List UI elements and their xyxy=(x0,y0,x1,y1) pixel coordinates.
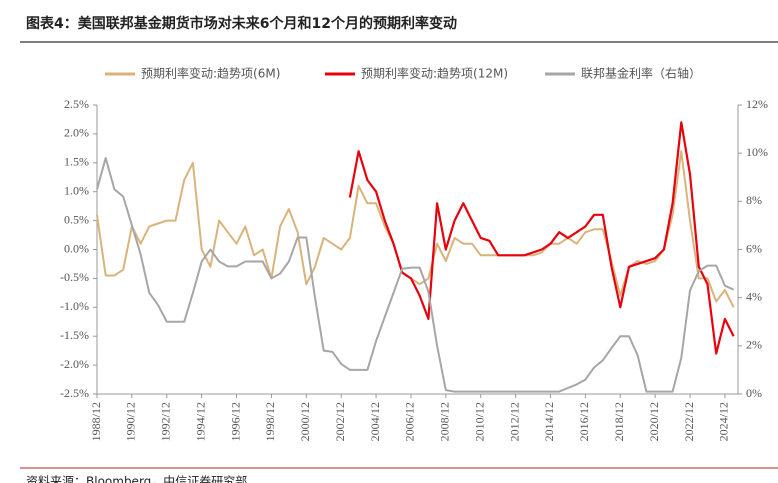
y2-tick-label: 8% xyxy=(746,193,762,207)
series-line xyxy=(348,121,735,355)
series-line xyxy=(96,157,735,393)
x-tick-label: 1998/12 xyxy=(263,402,277,441)
y-tick-label: -2.0% xyxy=(60,357,89,371)
x-tick-label: 2006/12 xyxy=(403,402,417,441)
chart-title: 图表4：美国联邦基金期货市场对未来6个月和12个月的预期利率变动 xyxy=(26,15,457,32)
y2-tick-label: 6% xyxy=(746,241,762,255)
x-tick-label: 2018/12 xyxy=(612,402,626,441)
y-tick-label: 1.5% xyxy=(64,155,89,169)
x-tick-label: 2014/12 xyxy=(542,402,556,441)
x-tick-label: 2004/12 xyxy=(368,402,382,441)
x-tick-label: 2000/12 xyxy=(298,402,312,441)
x-tick-label: 1988/12 xyxy=(89,402,103,441)
y-tick-label: 1.0% xyxy=(64,183,89,197)
y2-tick-label: 4% xyxy=(746,289,762,303)
x-tick-label: 2010/12 xyxy=(472,402,486,441)
x-tick-label: 2020/12 xyxy=(647,402,661,441)
x-tick-label: 1992/12 xyxy=(159,402,173,441)
x-tick-label: 2012/12 xyxy=(507,402,521,441)
x-tick-label: 2022/12 xyxy=(682,402,696,441)
y-tick-label: -1.5% xyxy=(60,328,89,342)
y-tick-label: -1.0% xyxy=(60,299,89,313)
y2-tick-label: 0% xyxy=(746,386,762,400)
y-tick-label: 0.0% xyxy=(64,241,89,255)
x-tick-label: 2002/12 xyxy=(333,402,347,441)
x-tick-label: 1990/12 xyxy=(124,402,138,441)
x-tick-label: 2024/12 xyxy=(717,402,731,441)
y-tick-label: -2.5% xyxy=(60,386,89,400)
x-tick-label: 2008/12 xyxy=(438,402,452,441)
y2-tick-label: 12% xyxy=(746,97,768,111)
x-tick-label: 1996/12 xyxy=(228,402,242,441)
y2-tick-label: 10% xyxy=(746,145,768,159)
y-tick-label: 2.5% xyxy=(64,97,89,111)
legend-label: 预期利率变动:趋势项(12M) xyxy=(361,66,508,81)
y-tick-label: 0.5% xyxy=(64,212,89,226)
legend-label: 联邦基金利率（右轴） xyxy=(581,66,701,81)
y-tick-label: 2.0% xyxy=(64,126,89,140)
y-tick-label: -0.5% xyxy=(60,270,89,284)
x-tick-label: 1994/12 xyxy=(193,402,207,441)
x-tick-label: 2016/12 xyxy=(577,402,591,441)
source: 资料来源：Bloomberg，中信证券研究部 xyxy=(26,474,247,483)
series-line xyxy=(96,150,735,308)
y2-tick-label: 2% xyxy=(746,338,762,352)
legend-label: 预期利率变动:趋势项(6M) xyxy=(141,66,280,81)
